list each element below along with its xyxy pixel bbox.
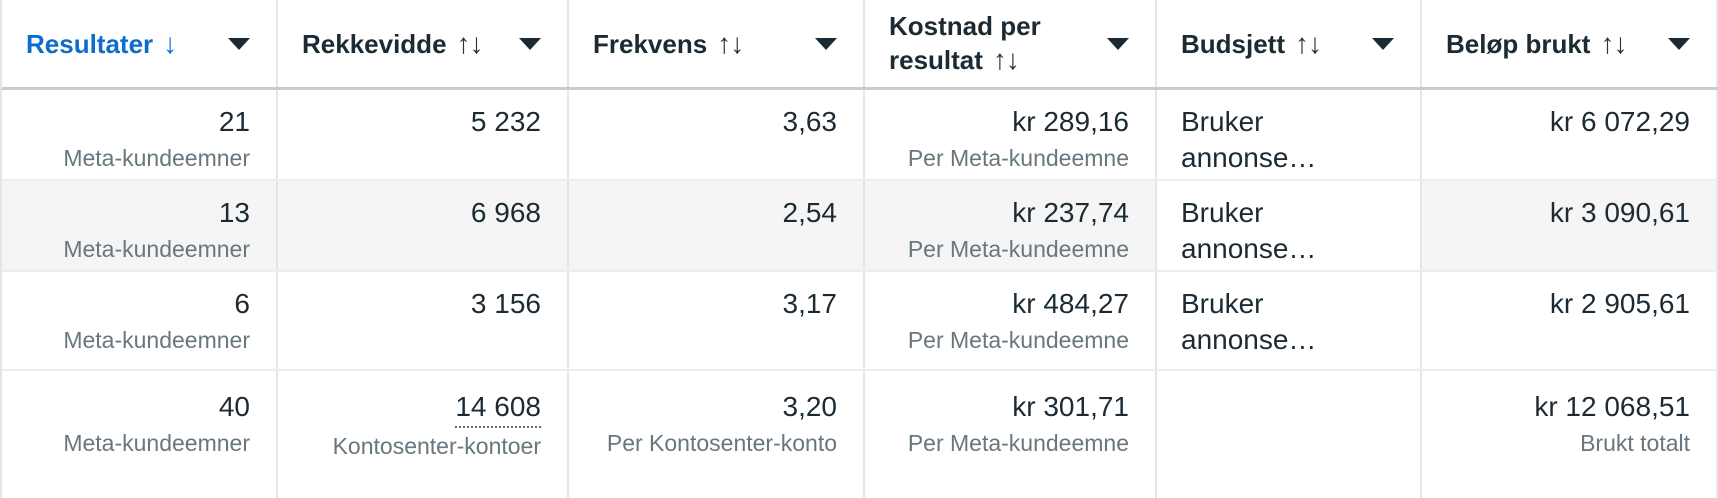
column-header-frekvens[interactable]: Frekvens ↑↓	[569, 0, 865, 87]
sort-toggle-icon[interactable]: ↑↓	[717, 27, 744, 59]
cell-rekkevidde: 6 968	[278, 181, 569, 270]
budget-value[interactable]: Bruker annonse…	[1181, 106, 1317, 173]
table-totals-row: 40 Meta-kundeemner 14 608 Kontosenter-ko…	[2, 371, 1718, 498]
cell-belop-brukt: kr 3 090,61	[1422, 181, 1718, 270]
metric-value: 3,20	[782, 391, 838, 422]
cell-frekvens: 2,54	[569, 181, 865, 270]
metric-sublabel: Meta-kundeemner	[63, 145, 250, 171]
metric-value: 5 232	[470, 106, 541, 137]
metric-value: 6 968	[470, 197, 541, 228]
metric-sublabel: Per Meta-kundeemne	[907, 327, 1129, 353]
table-row[interactable]: 21 Meta-kundeemner 5 232 3,63 kr 289,16 …	[2, 90, 1718, 181]
metric-sublabel: Brukt totalt	[1580, 430, 1690, 456]
metric-value: kr 237,74	[1012, 197, 1129, 228]
column-label-kostnad-per-resultat: Kostnad per resultat	[889, 11, 1041, 75]
metric-value: kr 12 068,51	[1534, 391, 1690, 422]
sort-toggle-icon[interactable]: ↑↓	[1600, 27, 1627, 59]
cell-budsjett[interactable]: Bruker annonse…	[1157, 272, 1422, 369]
column-menu-caret-icon[interactable]	[519, 37, 541, 50]
cell-kostnad-per-resultat: kr 484,27 Per Meta-kundeemne	[865, 272, 1157, 369]
cell-budsjett-total-empty	[1157, 371, 1422, 498]
column-header-resultater[interactable]: Resultater ↓	[2, 0, 278, 87]
cell-belop-brukt: kr 6 072,29	[1422, 90, 1718, 179]
tooltip-underlined-value[interactable]: 14 608	[455, 389, 541, 428]
cell-frekvens: 3,17	[569, 272, 865, 369]
cell-belop-brukt: kr 2 905,61	[1422, 272, 1718, 369]
metric-value: 21	[218, 106, 250, 137]
cell-resultater-total: 40 Meta-kundeemner	[2, 371, 278, 498]
metric-value: 6	[234, 288, 250, 319]
cell-budsjett[interactable]: Bruker annonse…	[1157, 181, 1422, 270]
budget-value[interactable]: Bruker annonse…	[1181, 197, 1317, 264]
cell-frekvens-total: 3,20 Per Kontosenter-konto	[569, 371, 865, 498]
column-menu-caret-icon[interactable]	[1668, 37, 1690, 50]
metric-value: 40	[218, 391, 250, 422]
metric-value: 3 156	[470, 288, 541, 319]
table-row[interactable]: 13 Meta-kundeemner 6 968 2,54 kr 237,74 …	[2, 181, 1718, 272]
metric-sublabel: Per Meta-kundeemne	[907, 145, 1129, 171]
column-menu-caret-icon[interactable]	[228, 37, 250, 50]
metric-value: kr 484,27	[1012, 288, 1129, 319]
column-menu-caret-icon[interactable]	[1372, 37, 1394, 50]
sort-toggle-icon[interactable]: ↑↓	[1295, 27, 1322, 59]
metric-sublabel: Meta-kundeemner	[63, 236, 250, 262]
cell-resultater: 6 Meta-kundeemner	[2, 272, 278, 369]
column-header-kostnad-per-resultat[interactable]: Kostnad per resultat ↑↓	[865, 0, 1157, 87]
metric-sublabel: Meta-kundeemner	[63, 327, 250, 353]
metric-value: 3,17	[782, 288, 838, 319]
cell-rekkevidde: 5 232	[278, 90, 569, 179]
cell-kostnad-per-resultat: kr 237,74 Per Meta-kundeemne	[865, 181, 1157, 270]
metric-sublabel: Meta-kundeemner	[63, 430, 250, 456]
sort-toggle-icon[interactable]: ↑↓	[992, 44, 1020, 75]
column-header-rekkevidde[interactable]: Rekkevidde ↑↓	[278, 0, 569, 87]
metric-sublabel: Kontosenter-kontoer	[332, 433, 541, 459]
column-menu-caret-icon[interactable]	[815, 37, 837, 50]
column-label-frekvens: Frekvens	[593, 28, 708, 59]
cell-kostnad-per-resultat-total: kr 301,71 Per Meta-kundeemne	[865, 371, 1157, 498]
cell-resultater: 13 Meta-kundeemner	[2, 181, 278, 270]
metric-value: kr 6 072,29	[1549, 106, 1690, 137]
cell-rekkevidde-total: 14 608 Kontosenter-kontoer	[278, 371, 569, 498]
column-label-resultater: Resultater	[26, 28, 154, 59]
sort-toggle-icon[interactable]: ↑↓	[456, 27, 484, 59]
column-label-belop-brukt: Beløp brukt	[1446, 28, 1591, 59]
cell-resultater: 21 Meta-kundeemner	[2, 90, 278, 179]
metric-value: kr 301,71	[1012, 391, 1129, 422]
cell-rekkevidde: 3 156	[278, 272, 569, 369]
metric-value: 13	[218, 197, 250, 228]
metric-sublabel: Per Meta-kundeemne	[907, 430, 1129, 456]
table-header-row: Resultater ↓ Rekkevidde ↑↓ Frekvens ↑↓ Kost…	[2, 0, 1718, 90]
metric-sublabel: Per Meta-kundeemne	[907, 236, 1129, 262]
sort-descending-icon[interactable]: ↓	[163, 27, 177, 59]
cell-budsjett[interactable]: Bruker annonse…	[1157, 90, 1422, 179]
cell-frekvens: 3,63	[569, 90, 865, 179]
budget-value[interactable]: Bruker annonse…	[1181, 288, 1317, 355]
metric-value: 3,63	[782, 106, 838, 137]
cell-belop-brukt-total: kr 12 068,51 Brukt totalt	[1422, 371, 1718, 498]
metric-value: kr 289,16	[1012, 106, 1129, 137]
metric-value: kr 3 090,61	[1549, 197, 1690, 228]
table-row[interactable]: 6 Meta-kundeemner 3 156 3,17 kr 484,27 P…	[2, 272, 1718, 371]
column-header-belop-brukt[interactable]: Beløp brukt ↑↓	[1422, 0, 1718, 87]
metric-sublabel: Per Kontosenter-konto	[606, 430, 837, 456]
metric-value: 2,54	[782, 197, 838, 228]
metric-value: kr 2 905,61	[1549, 288, 1690, 319]
cell-kostnad-per-resultat: kr 289,16 Per Meta-kundeemne	[865, 90, 1157, 179]
column-label-rekkevidde: Rekkevidde	[302, 28, 447, 59]
column-header-budsjett[interactable]: Budsjett ↑↓	[1157, 0, 1422, 87]
column-menu-caret-icon[interactable]	[1107, 37, 1129, 50]
column-label-budsjett: Budsjett	[1181, 28, 1285, 59]
